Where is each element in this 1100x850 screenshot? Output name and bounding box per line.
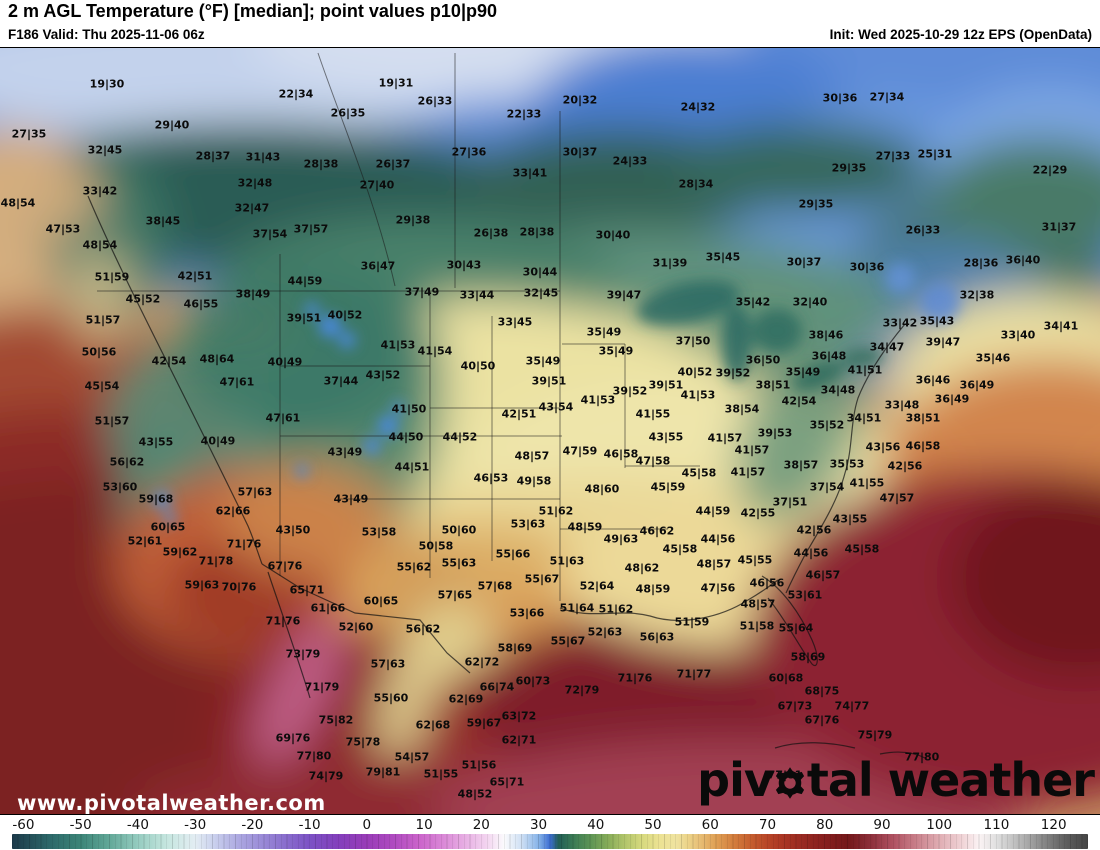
- map-coastlines: [87, 195, 926, 759]
- legend-tick-label: 50: [644, 817, 662, 833]
- legend-tick-label: 30: [529, 817, 548, 833]
- colorbar-step-stripes: [12, 834, 1088, 849]
- legend-tick-label: -20: [241, 817, 264, 833]
- header: 2 m AGL Temperature (°F) [median]; point…: [0, 0, 1100, 47]
- legend-tick-label: 120: [1040, 817, 1067, 833]
- map-borders: [97, 52, 700, 601]
- legend-ticks: -60 -50 -40 -30 -20 -10 0 10 20 30 40 50 60 70 80 90 100…: [0, 816, 1100, 834]
- map-raster: [0, 48, 1100, 814]
- page-title: 2 m AGL Temperature (°F) [median]; point…: [8, 1, 497, 21]
- legend-tick-label: 0: [362, 817, 372, 833]
- init-time-label: Init: Wed 2025-10-29 12z EPS (OpenData): [829, 27, 1092, 42]
- watermark-url: www.pivotalweather.com: [17, 791, 326, 815]
- legend-tick-label: 90: [873, 817, 891, 833]
- logo-text-tal-weather: tal weather: [806, 753, 1095, 807]
- legend-tick-label: -40: [126, 817, 149, 833]
- valid-time-label: F186 Valid: Thu 2025-11-06 06z: [8, 27, 205, 42]
- legend-tick-label: 110: [983, 817, 1010, 833]
- legend-tick-label: 20: [472, 817, 490, 833]
- legend-tick-label: 80: [816, 817, 834, 833]
- legend-colorbar: [12, 834, 1088, 849]
- logo-text-piv: piv: [697, 753, 774, 807]
- pivotalweather-logo: piv tal weather: [697, 753, 1095, 807]
- legend-tick-label: 100: [926, 817, 953, 833]
- temperature-map: 19|30 22|34 19|31 26|33 20|32 24|32 30|36 27|34…: [0, 47, 1100, 815]
- legend-tick-label: 10: [415, 817, 433, 833]
- legend-tick-label: 40: [587, 817, 605, 833]
- legend-tick-label: 70: [758, 817, 777, 833]
- legend-tick-label: 60: [701, 817, 719, 833]
- gear-icon: [772, 765, 808, 801]
- legend-tick-label: -50: [69, 817, 92, 833]
- legend-tick-label: -10: [298, 817, 321, 833]
- legend-tick-label: -60: [12, 817, 35, 833]
- temperature-legend: -60 -50 -40 -30 -20 -10 0 10 20 30 40 50 60 70 80 90 100…: [0, 816, 1100, 850]
- legend-tick-label: -30: [184, 817, 207, 833]
